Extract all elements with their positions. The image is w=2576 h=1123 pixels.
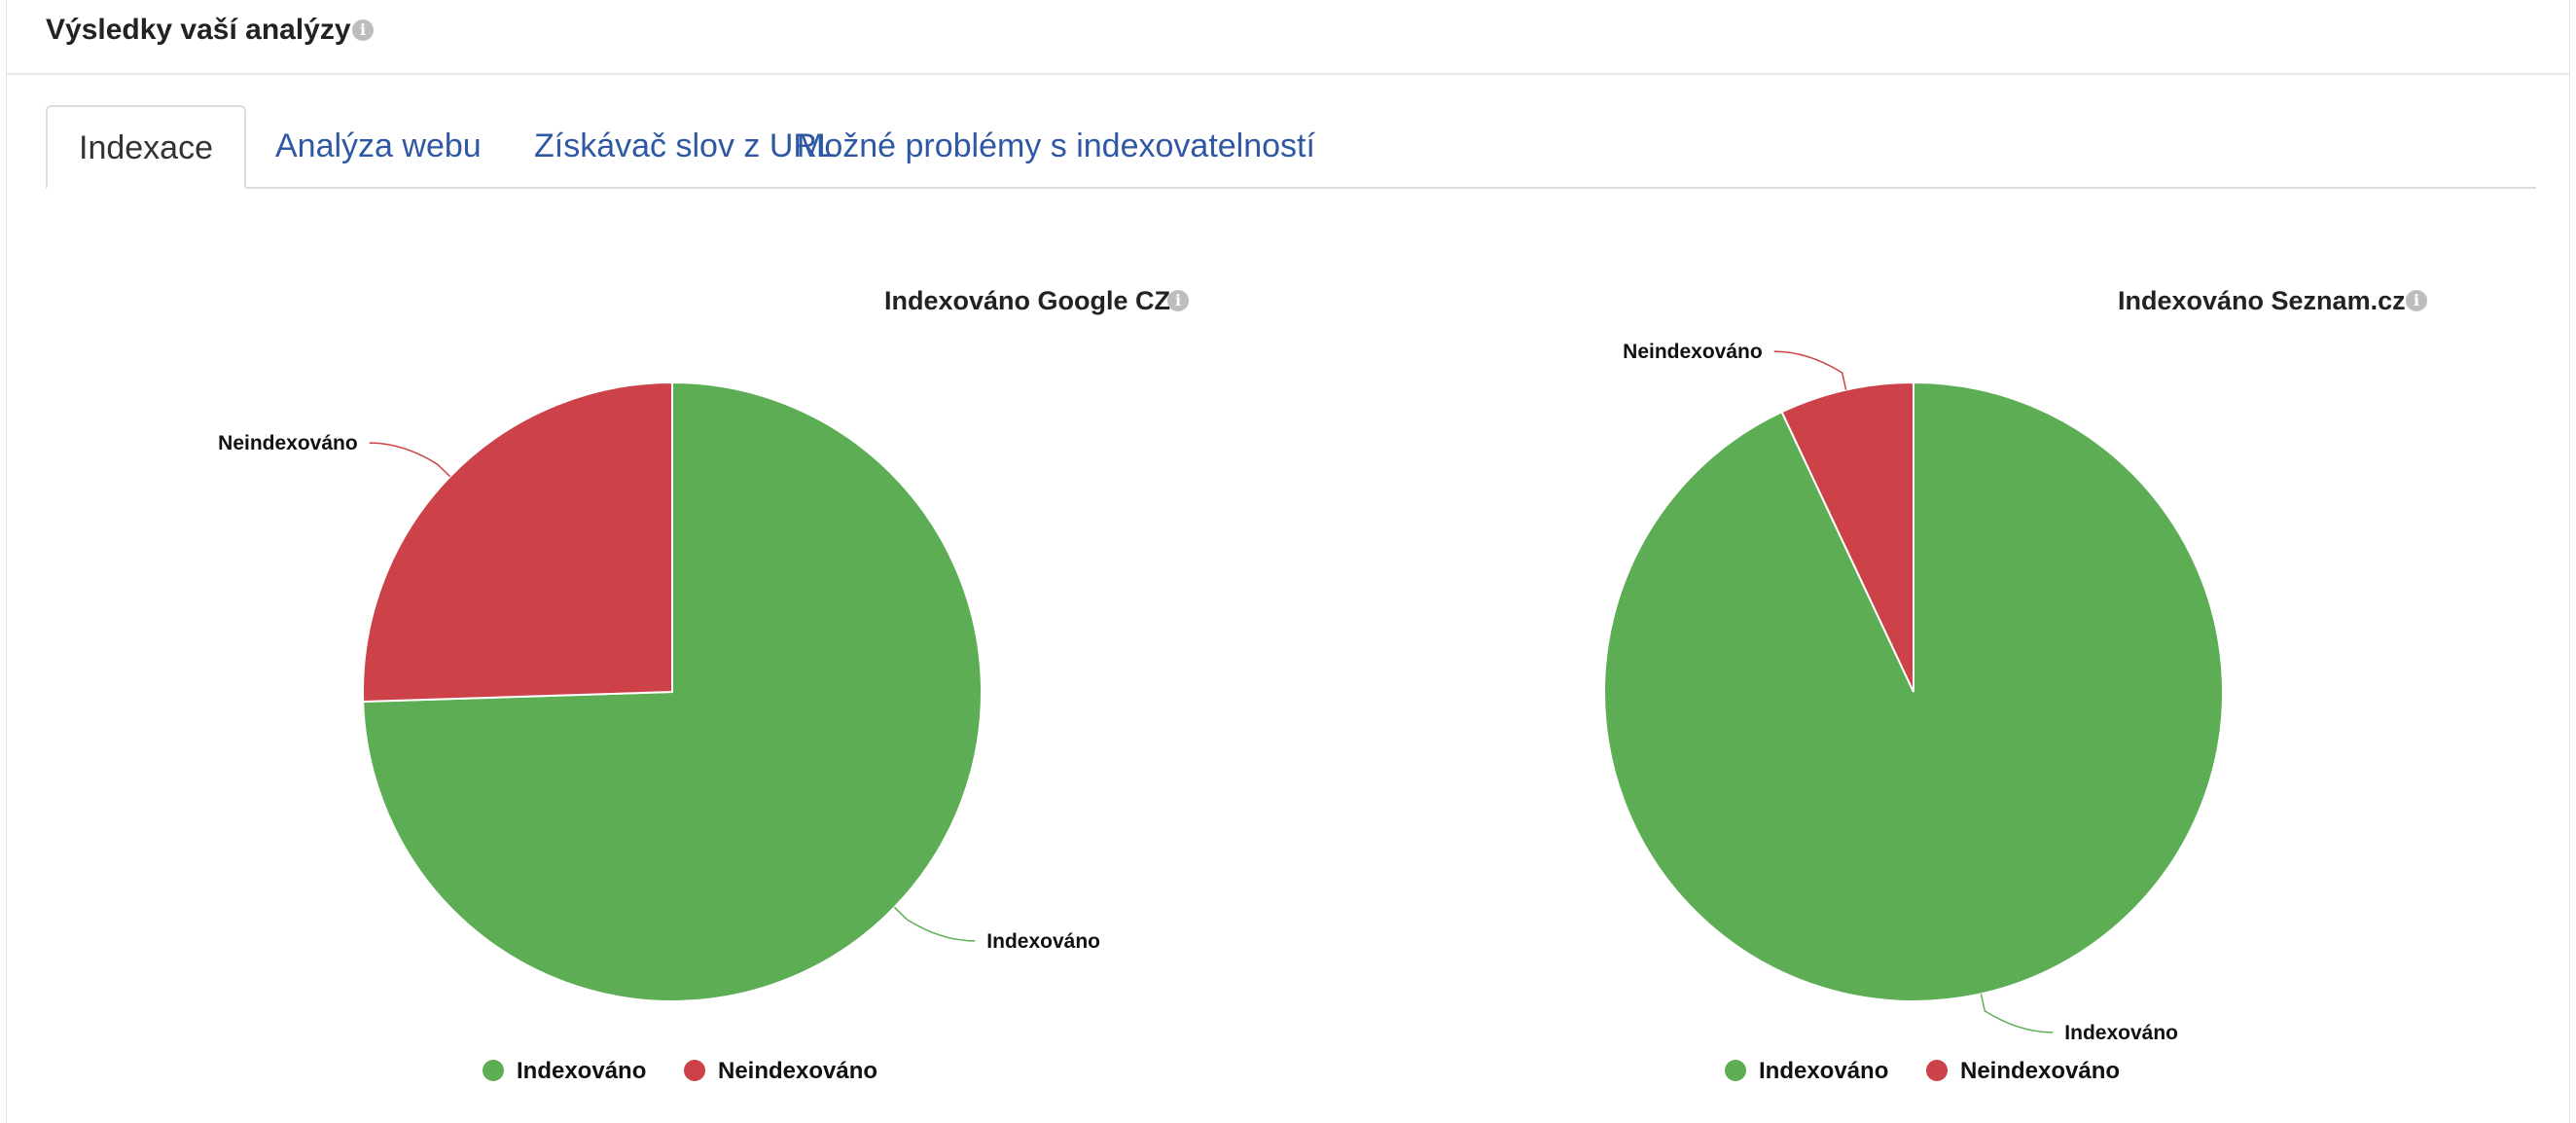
tab-bar: Indexace Analýza webu Získávač slov z UR… — [46, 105, 2536, 189]
legend-item-label[interactable]: Indexováno — [517, 1058, 646, 1084]
pie-chart-seznam: Indexováno Seznam.cz i Indexováno Neindex… — [1288, 263, 2533, 1100]
pie-svg: Indexováno Neindexováno Indexováno Neindexo… — [218, 380, 1100, 1084]
label-connector — [1980, 994, 2054, 1033]
info-icon[interactable]: i — [1167, 290, 1189, 311]
slice-label: Indexováno — [2064, 1022, 2178, 1044]
tab-analyza-webu[interactable]: Analýza webu — [275, 127, 482, 164]
slice-label: Indexováno — [986, 930, 1100, 953]
slice-label: Neindexováno — [1623, 341, 1763, 363]
legend-marker[interactable] — [1926, 1060, 1948, 1081]
tab-mozne-problemy[interactable]: Možné problémy s indexovatelností — [797, 127, 1315, 164]
legend-item-label[interactable]: Indexováno — [1759, 1058, 1888, 1084]
panel-header: Výsledky vaší analýzy i — [7, 0, 2569, 75]
chart-title: Indexováno Google CZ — [884, 286, 1171, 315]
slice-label: Neindexováno — [218, 432, 358, 454]
analysis-results-panel: Výsledky vaší analýzy i Indexace Analýza… — [6, 0, 2570, 1123]
page-title: Výsledky vaší analýzy — [46, 14, 351, 46]
pie-svg: Indexováno Neindexováno Indexováno Neindexo… — [1603, 341, 2224, 1084]
label-connector — [369, 442, 451, 478]
info-icon[interactable]: i — [2406, 290, 2427, 311]
pie-slice-neindexovano[interactable] — [362, 380, 673, 704]
tab-indexace[interactable]: Indexace — [46, 105, 246, 189]
legend-marker[interactable] — [1725, 1060, 1746, 1081]
legend-marker[interactable] — [483, 1060, 504, 1081]
legend-marker[interactable] — [684, 1060, 705, 1081]
info-icon[interactable]: i — [352, 19, 374, 41]
legend-item-label[interactable]: Neindexováno — [1960, 1058, 2120, 1084]
legend-item-label[interactable]: Neindexováno — [718, 1058, 877, 1084]
pie-chart-google: Indexováno Google CZ i Indexováno Neindex… — [46, 263, 1291, 1100]
label-connector — [893, 906, 976, 942]
tab-ziskavac-slov[interactable]: Získávač slov z URL — [534, 127, 836, 164]
label-connector — [1773, 350, 1847, 390]
chart-title: Indexováno Seznam.cz — [2118, 286, 2406, 315]
